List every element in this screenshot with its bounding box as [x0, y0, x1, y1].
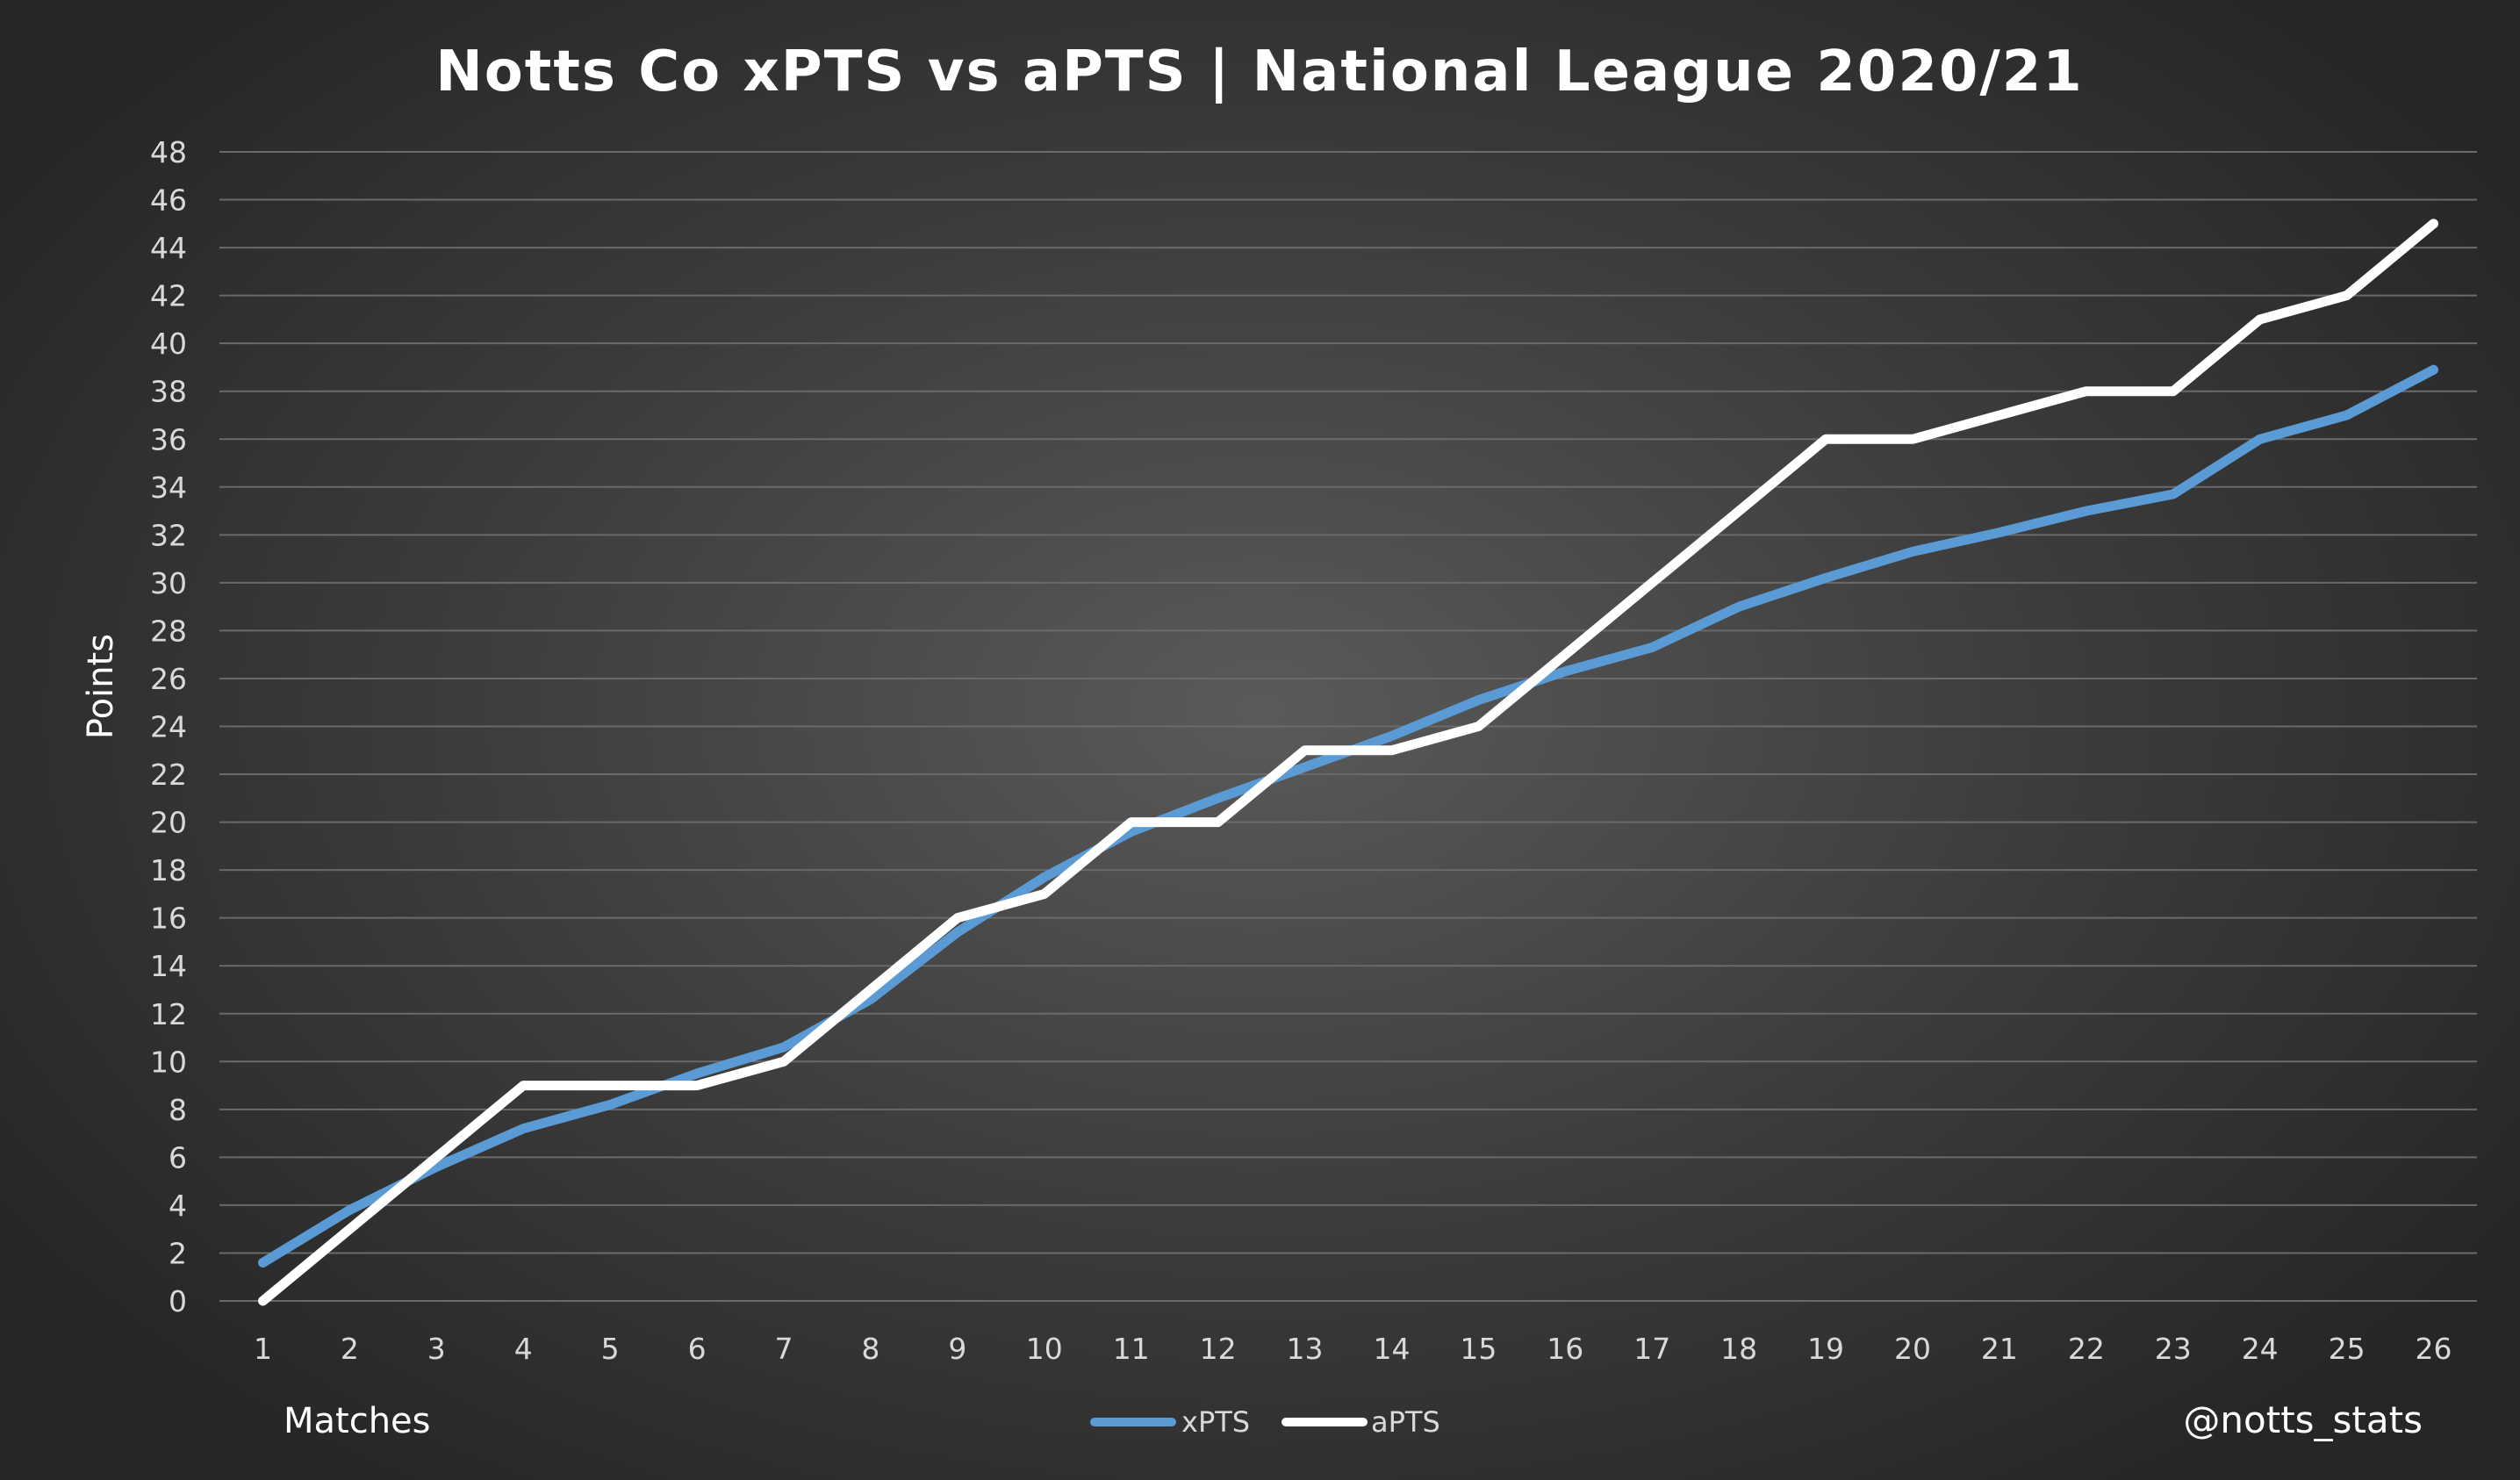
- y-tick-label: 8: [169, 1093, 187, 1127]
- y-tick-label: 6: [169, 1140, 187, 1175]
- x-tick-label: 24: [2242, 1332, 2279, 1366]
- x-tick-label: 17: [1633, 1332, 1670, 1366]
- x-tick-label: 14: [1373, 1332, 1410, 1366]
- y-tick-label: 4: [169, 1189, 187, 1223]
- y-tick-label: 24: [150, 710, 187, 744]
- x-axis-ticks: 1 2 3 4 5 6 7 8 9 10 11 12 13 14 15 16 17 18 19 20 21 22 23 24 2…: [254, 1332, 2452, 1366]
- y-tick-label: 0: [169, 1284, 187, 1318]
- y-tick-label: 26: [150, 662, 187, 696]
- x-tick-label: 11: [1113, 1332, 1150, 1366]
- x-tick-label: 3: [427, 1332, 446, 1366]
- legend: xPTS aPTS: [1090, 1405, 1440, 1439]
- x-tick-label: 2: [341, 1332, 359, 1366]
- legend-label-apts: aPTS: [1371, 1405, 1440, 1439]
- y-axis-ticks: 0246810121416182022242628303234363840424…: [150, 135, 187, 1318]
- x-tick-label: 25: [2329, 1332, 2366, 1366]
- x-tick-label: 9: [948, 1332, 966, 1366]
- x-tick-label: 8: [861, 1332, 879, 1366]
- series-line-apts: [258, 219, 2438, 1306]
- credit-text: @notts_stats: [2183, 1398, 2423, 1441]
- x-tick-label: 21: [1981, 1332, 2018, 1366]
- y-tick-label: 14: [150, 949, 187, 983]
- x-tick-label: 12: [1200, 1332, 1237, 1366]
- x-tick-label: 6: [688, 1332, 707, 1366]
- y-axis-label: Points: [81, 634, 121, 739]
- x-tick-label: 18: [1720, 1332, 1757, 1366]
- x-tick-label: 5: [601, 1332, 620, 1366]
- y-tick-label: 44: [150, 231, 187, 265]
- x-tick-label: 15: [1460, 1332, 1497, 1366]
- x-axis-label: Matches: [284, 1401, 431, 1441]
- series-line-xpts: [258, 364, 2438, 1268]
- x-tick-label: 19: [1807, 1332, 1844, 1366]
- series-lines: [258, 219, 2438, 1306]
- y-tick-label: 34: [150, 471, 187, 505]
- gridlines: [219, 151, 2477, 1302]
- y-tick-label: 46: [150, 183, 187, 218]
- x-tick-label: 7: [775, 1332, 793, 1366]
- x-tick-label: 13: [1287, 1332, 1324, 1366]
- x-tick-label: 4: [514, 1332, 533, 1366]
- y-tick-label: 38: [150, 375, 187, 409]
- y-tick-label: 42: [150, 279, 187, 313]
- y-tick-label: 32: [150, 518, 187, 552]
- y-tick-label: 16: [150, 902, 187, 936]
- x-tick-label: 1: [254, 1332, 272, 1366]
- x-tick-label: 26: [2416, 1332, 2452, 1366]
- y-tick-label: 30: [150, 566, 187, 600]
- x-tick-label: 22: [2068, 1332, 2105, 1366]
- x-tick-label: 16: [1547, 1332, 1583, 1366]
- y-tick-label: 2: [169, 1236, 187, 1270]
- y-tick-label: 28: [150, 614, 187, 648]
- x-tick-label: 10: [1026, 1332, 1063, 1366]
- y-tick-label: 22: [150, 758, 187, 792]
- chart-title: Notts Co xPTS vs aPTS | National League …: [435, 40, 2084, 104]
- y-tick-label: 48: [150, 135, 187, 169]
- y-tick-label: 10: [150, 1045, 187, 1079]
- y-tick-label: 36: [150, 422, 187, 456]
- y-tick-label: 12: [150, 997, 187, 1031]
- y-tick-label: 18: [150, 853, 187, 887]
- x-tick-label: 20: [1894, 1332, 1931, 1366]
- y-tick-label: 40: [150, 327, 187, 361]
- x-tick-label: 23: [2155, 1332, 2192, 1366]
- y-tick-label: 20: [150, 806, 187, 840]
- legend-label-xpts: xPTS: [1181, 1405, 1250, 1439]
